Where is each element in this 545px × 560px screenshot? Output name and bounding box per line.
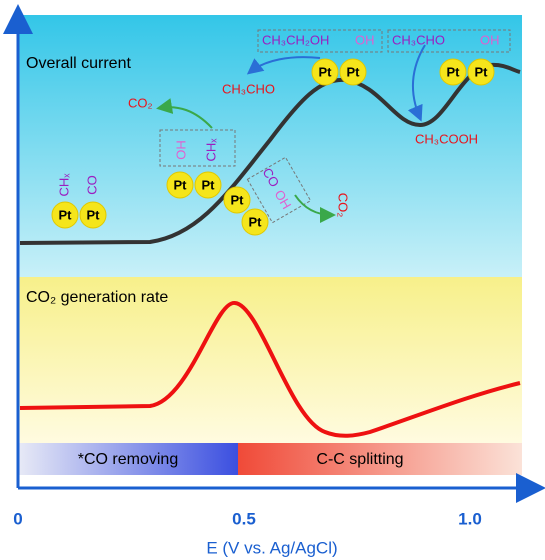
species: OH (480, 32, 500, 47)
species: CO₂ (336, 193, 351, 218)
pt-label: Pt (87, 207, 101, 222)
pt-label: Pt (475, 64, 489, 79)
species: CH₃COOH (415, 131, 478, 146)
species: CHₓ (203, 138, 218, 162)
x-tick-label: 1.0 (458, 509, 482, 528)
pt-label: Pt (174, 177, 188, 192)
region-label: *CO removing (78, 451, 178, 468)
panel-label: Overall current (26, 55, 131, 72)
pt-label: Pt (447, 64, 461, 79)
pt-label: Pt (249, 214, 263, 229)
x-axis-title: E (V vs. Ag/AgCl) (206, 538, 337, 557)
x-tick-label: 0.5 (232, 509, 256, 528)
pt-label: Pt (347, 64, 361, 79)
pt-label: Pt (231, 192, 245, 207)
pt-label: Pt (202, 177, 216, 192)
species: OH (355, 32, 375, 47)
pt-label: Pt (319, 64, 333, 79)
region-label: C-C splitting (316, 451, 403, 468)
species: CO₂ (128, 95, 153, 110)
species: OH (173, 140, 188, 160)
panel-label: CO₂ generation rate (26, 289, 168, 306)
figure: 0 0.5 1.0 E (V vs. Ag/AgCl) Overall curr… (0, 0, 545, 560)
pt-label: Pt (59, 207, 73, 222)
species: CH₃CH₂OH (262, 32, 329, 47)
species: CH₃CHO (392, 32, 445, 47)
species: CO (84, 175, 99, 195)
x-tick-label: 0 (13, 509, 22, 528)
species: CHₓ (56, 173, 71, 197)
species: CH₃CHO (222, 81, 275, 96)
